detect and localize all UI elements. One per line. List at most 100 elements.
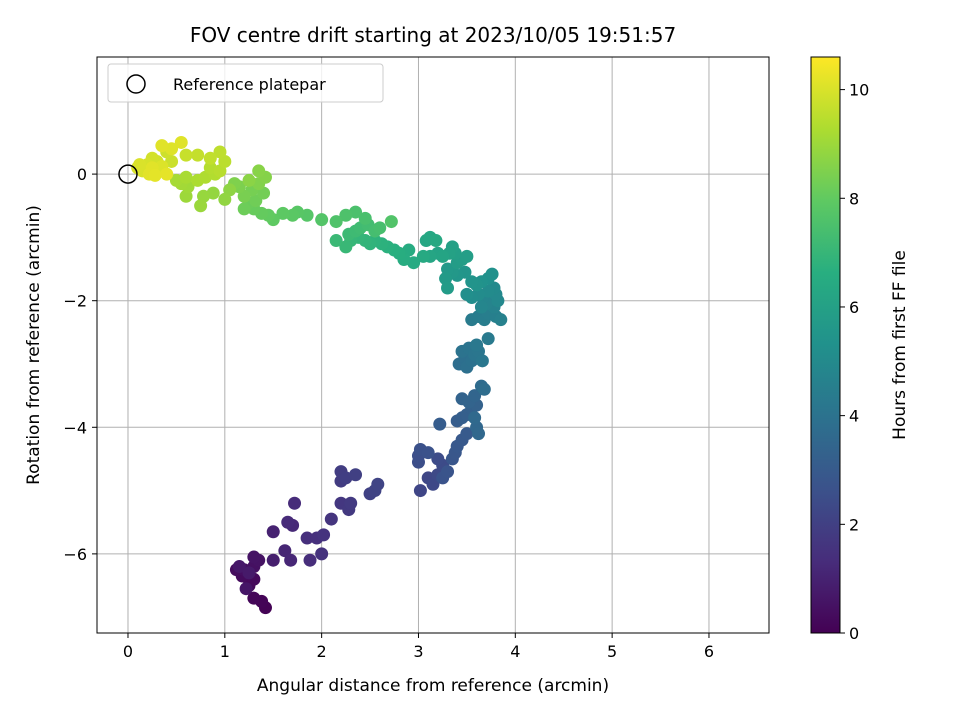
x-tick-label: 4	[510, 642, 520, 661]
scatter-point	[349, 468, 363, 482]
scatter-point	[278, 544, 292, 558]
scatter-point	[213, 145, 227, 159]
scatter-point	[474, 300, 488, 314]
x-tick-label: 2	[317, 642, 327, 661]
scatter-point	[465, 275, 479, 289]
x-axis-ticks: 0 1 2 3 4 5 6	[123, 633, 714, 661]
x-tick-label: 5	[607, 642, 617, 661]
scatter-point	[194, 199, 208, 213]
scatter-point	[232, 560, 246, 574]
scatter-point	[481, 332, 495, 346]
scatter-point	[218, 192, 232, 206]
scatter-point	[460, 249, 474, 263]
scatter-point	[384, 215, 398, 229]
scatter-point	[284, 553, 298, 567]
scatter-point	[416, 249, 430, 263]
scatter-point	[339, 240, 353, 254]
scatter-point	[179, 148, 193, 162]
scatter-point	[472, 427, 486, 441]
scatter-point	[441, 465, 455, 479]
scatter-point	[468, 389, 482, 403]
y-tick-label: 0	[77, 165, 87, 184]
y-axis-label: Rotation from reference (arcmin)	[24, 205, 44, 485]
plot-area-frame	[96, 56, 770, 634]
scatter-point	[429, 234, 443, 248]
scatter-point	[329, 215, 343, 229]
scatter-point	[286, 208, 300, 222]
scatter-point	[133, 158, 147, 172]
y-tick-label: −4	[63, 418, 87, 437]
scatter-point	[155, 139, 169, 153]
scatter-point	[441, 281, 455, 295]
x-tick-label: 6	[704, 642, 714, 661]
scatter-point	[239, 582, 253, 596]
scatter-point	[475, 354, 489, 368]
scatter-point	[266, 525, 280, 539]
colorbar-tick-label: 6	[849, 298, 859, 317]
scatter-point	[485, 267, 499, 281]
scatter-points	[131, 135, 508, 615]
scatter-point	[324, 512, 338, 526]
scatter-point	[160, 167, 174, 181]
scatter-point	[329, 234, 343, 248]
scatter-point	[266, 553, 280, 567]
legend-entry-reference-platepar: Reference platepar	[173, 75, 326, 94]
scatter-point	[247, 550, 261, 564]
colorbar-tick-label: 4	[849, 407, 859, 426]
colorbar-tick-label: 8	[849, 189, 859, 208]
scatter-point	[300, 531, 314, 545]
colorbar-tick-label: 2	[849, 515, 859, 534]
x-axis-label: Angular distance from reference (arcmin)	[257, 676, 609, 696]
scatter-point	[477, 382, 491, 396]
scatter-point	[317, 528, 331, 542]
legend-box	[107, 63, 384, 103]
colorbar-label: Hours from first FF file	[890, 250, 910, 440]
scatter-point	[433, 417, 447, 431]
scatter-point	[252, 164, 266, 178]
colorbar-tick-label: 0	[849, 624, 859, 643]
colorbar-ticks: 0 2 4 6 8 10	[840, 81, 869, 643]
grid	[97, 57, 769, 633]
scatter-point	[242, 566, 256, 580]
scatter-point	[413, 484, 427, 498]
scatter-point	[315, 547, 329, 561]
scatter-point	[470, 338, 484, 352]
scatter-point	[148, 168, 162, 182]
scatter-point	[191, 148, 205, 162]
scatter-point	[373, 221, 387, 235]
scatter-point	[288, 496, 302, 510]
scatter-point	[371, 477, 385, 491]
x-tick-label: 1	[220, 642, 230, 661]
scatter-point	[431, 452, 445, 466]
colorbar-tick-label: 10	[849, 81, 869, 100]
colorbar	[810, 56, 841, 634]
reference-platepar-marker	[118, 164, 138, 184]
y-tick-label: −2	[63, 292, 87, 311]
scatter-point	[203, 151, 217, 165]
scatter-point	[276, 206, 290, 220]
scatter-point	[242, 173, 256, 187]
scatter-point	[358, 211, 372, 225]
scatter-point	[281, 515, 295, 529]
scatter-point	[179, 170, 193, 184]
x-tick-label: 0	[123, 642, 133, 661]
x-tick-label: 3	[413, 642, 423, 661]
scatter-point	[247, 591, 261, 605]
scatter-point	[174, 135, 188, 149]
scatter-point	[339, 208, 353, 222]
scatter-point	[315, 213, 329, 227]
y-tick-label: −6	[63, 545, 87, 564]
scatter-point	[460, 427, 474, 441]
chart-title: FOV centre drift starting at 2023/10/05 …	[190, 23, 676, 47]
scatter-point	[460, 287, 474, 301]
scatter-point	[436, 249, 450, 263]
legend-marker-open-circle	[126, 74, 146, 94]
scatter-point	[468, 411, 482, 425]
legend: Reference platepar	[107, 63, 384, 103]
y-axis-ticks: −6 −4 −2 0	[63, 165, 97, 564]
scatter-point	[421, 446, 435, 460]
scatter-point	[237, 202, 251, 216]
scatter-point	[494, 313, 508, 327]
scatter-point	[344, 496, 358, 510]
